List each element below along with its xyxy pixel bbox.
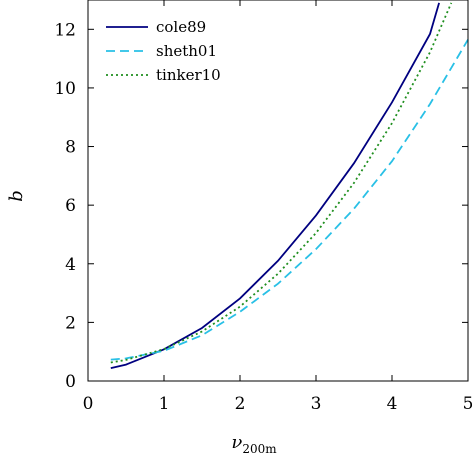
series-line-tinker10 [110,2,453,364]
y-tick-label: 4 [65,255,76,275]
series-lines [110,2,469,369]
series-line-sheth01 [110,39,469,361]
y-axis-label: b [6,190,27,202]
y-tick-label: 10 [54,79,76,99]
x-tick-label: 0 [83,394,94,414]
legend-label-tinker10: tinker10 [156,66,221,84]
y-tick-label: 2 [65,313,76,333]
legend-label-cole89: cole89 [156,18,206,36]
x-tick-label: 5 [463,394,472,414]
legend: cole89 sheth01 tinker10 [106,18,221,84]
x-tick-label: 2 [235,394,246,414]
x-tick-label: 3 [311,394,322,414]
x-tick-labels: 0 1 2 3 4 5 [83,394,472,414]
x-axis-label: ν200m [231,432,277,456]
y-tick-label: 0 [65,372,76,392]
legend-label-sheth01: sheth01 [156,42,217,60]
x-tick-label: 1 [159,394,170,414]
y-tick-label: 6 [65,196,76,216]
series-line-cole89 [110,2,440,369]
axis-ticks [87,0,469,382]
y-tick-labels: 0 2 4 6 8 10 12 [54,20,76,392]
y-tick-label: 12 [54,20,76,40]
y-tick-label: 8 [65,138,76,158]
plot-frame [87,0,469,382]
x-tick-label: 4 [387,394,398,414]
